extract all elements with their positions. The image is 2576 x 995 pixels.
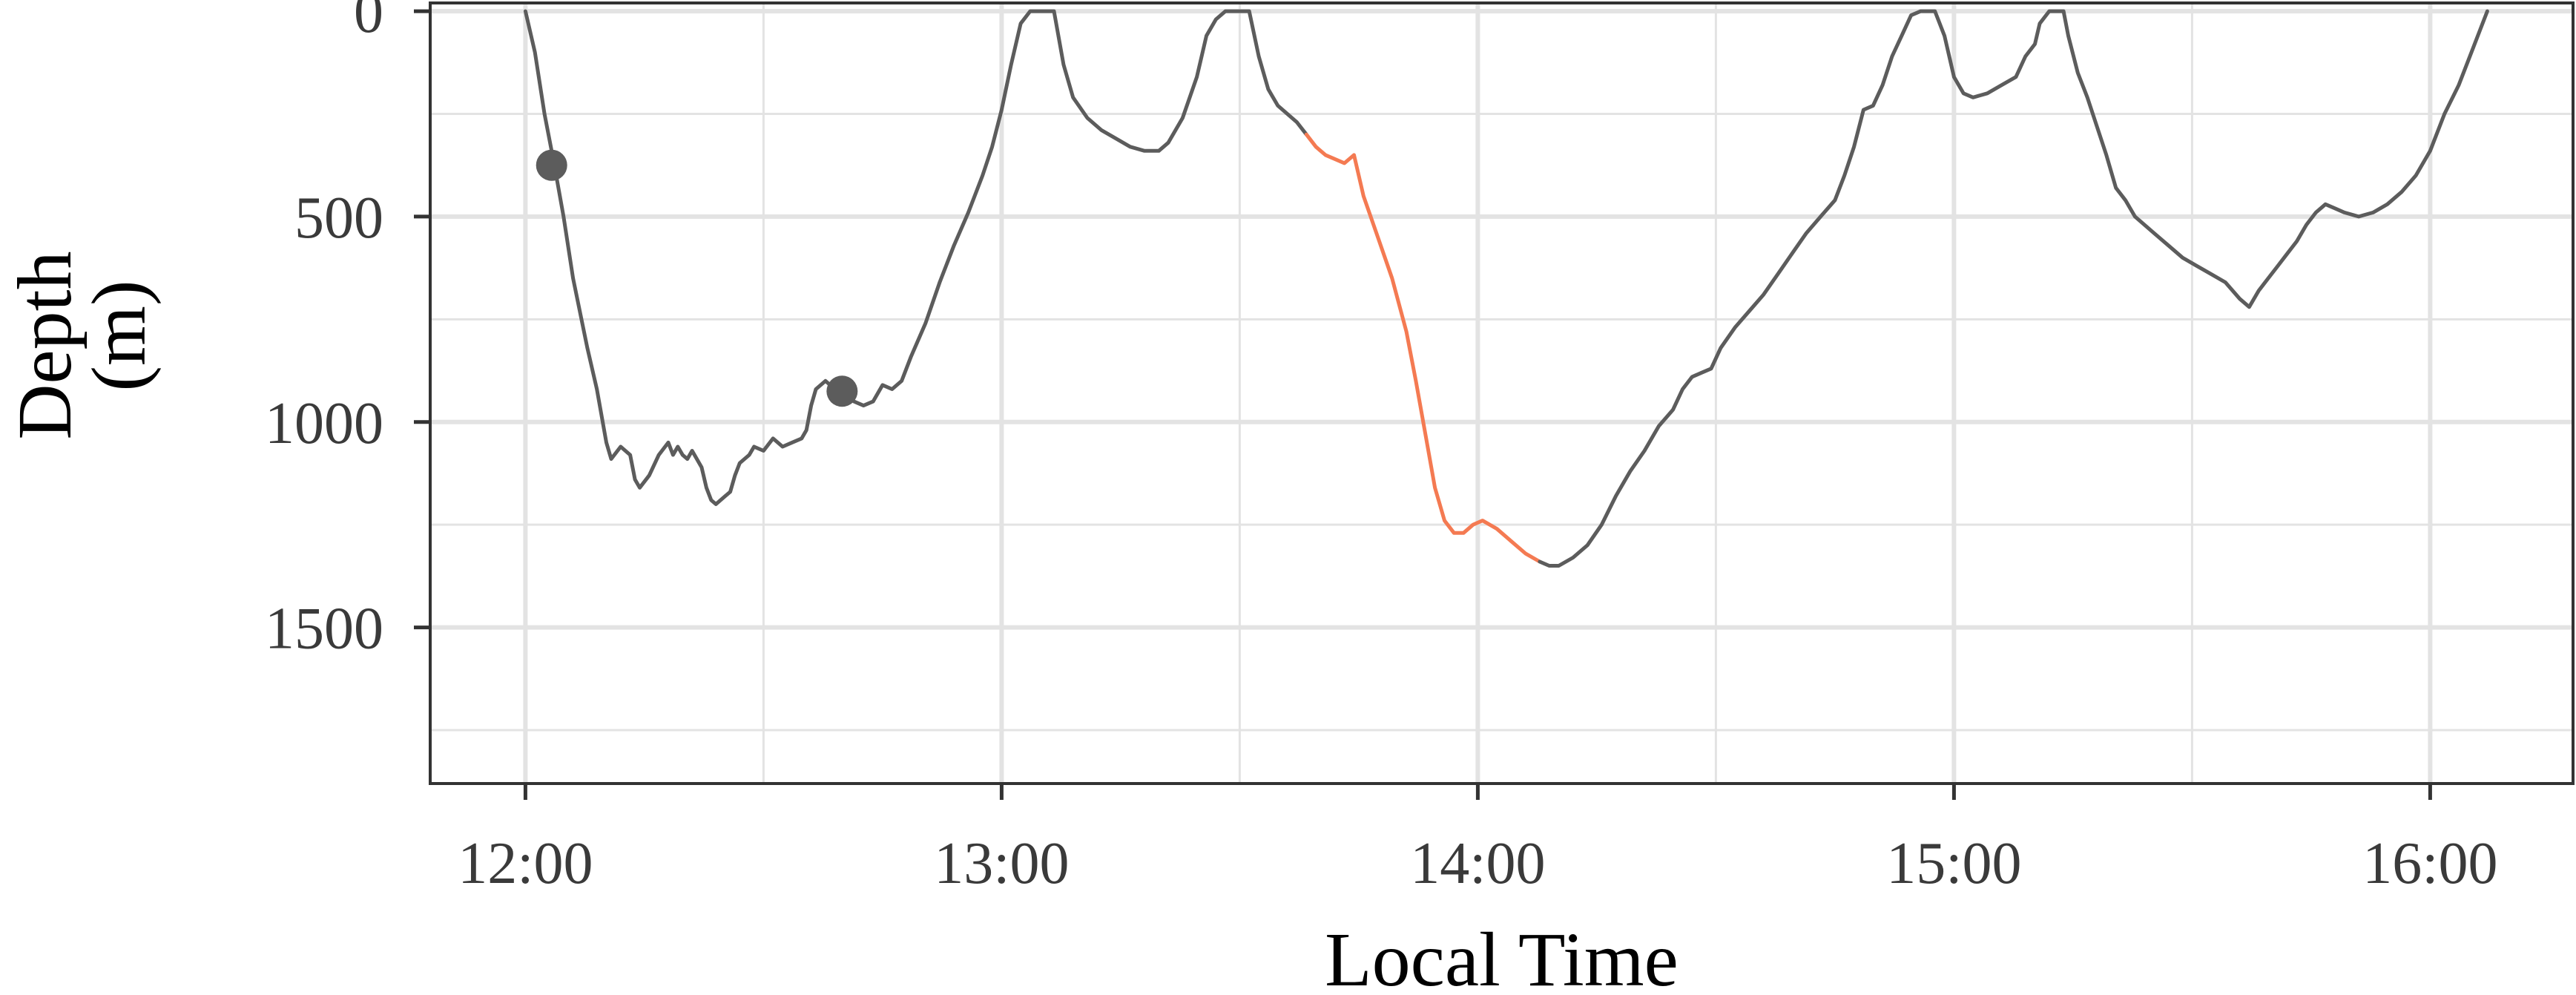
y-tick-label: 1000 <box>265 391 383 456</box>
y-axis-title-line-1: Depth <box>2 251 88 439</box>
x-axis-title: Local Time <box>1325 917 1679 995</box>
x-tick-label: 16:00 <box>2362 831 2497 896</box>
y-tick-label: 0 <box>354 0 383 45</box>
y-tick-label: 500 <box>294 185 383 251</box>
x-tick-label: 15:00 <box>1886 831 2021 896</box>
x-tick-label: 14:00 <box>1410 831 1545 896</box>
depth-line-segment <box>1538 9 2489 568</box>
y-axis-title-line-2: (m) <box>76 280 162 391</box>
event-marker-point <box>826 375 858 407</box>
x-tick-label: 12:00 <box>458 831 593 896</box>
event-marker-point <box>536 149 567 181</box>
plot-panel-border <box>429 1 2575 785</box>
highlighted-depth-segment <box>1304 132 1542 564</box>
grid-lines <box>430 3 2573 784</box>
axes: 0 500 1000 1500 12:00 13:00 14:00 15:00 16:00 <box>265 0 2498 896</box>
x-tick-label: 13:00 <box>934 831 1069 896</box>
y-axis-title: Depth (m) <box>2 231 162 439</box>
event-markers <box>536 149 858 407</box>
y-tick-label: 1500 <box>265 597 383 662</box>
depth-line-segment <box>523 9 1308 506</box>
